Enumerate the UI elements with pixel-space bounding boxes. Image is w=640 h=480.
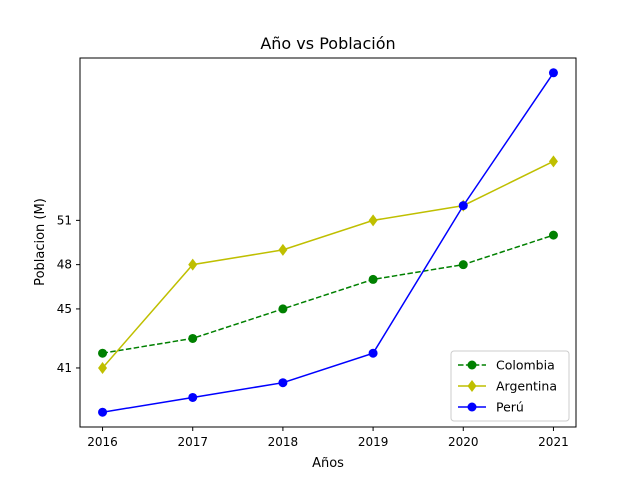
legend-marker-peru	[467, 402, 477, 412]
data-point-argentina	[98, 361, 108, 374]
data-point-colombia	[368, 274, 378, 284]
data-point-peru	[458, 201, 468, 211]
x-tick-label: 2018	[268, 435, 299, 449]
data-point-colombia	[278, 304, 288, 314]
data-point-colombia	[98, 348, 108, 358]
y-axis-ticks: 41 45 48 51	[57, 213, 80, 375]
legend: Colombia Argentina Perú	[450, 350, 570, 422]
series-line-argentina	[101, 160, 554, 369]
data-point-colombia	[188, 333, 198, 343]
data-point-argentina	[188, 258, 198, 271]
data-point-peru	[98, 407, 108, 417]
series-line-peru	[102, 72, 555, 413]
x-axis-ticks: 2016 2017 2018 2019 2020 2021	[87, 427, 569, 449]
plot-frame	[79, 57, 577, 428]
legend-marker-colombia	[467, 360, 477, 370]
x-tick-label: 2020	[448, 435, 479, 449]
data-point-peru	[188, 392, 198, 402]
data-point-colombia	[458, 260, 468, 270]
data-point-argentina	[278, 243, 288, 256]
legend-marker-argentina	[467, 380, 477, 392]
y-tick-label: 48	[57, 258, 72, 272]
series-peru	[98, 68, 558, 417]
data-point-peru	[368, 348, 378, 358]
data-point-argentina	[368, 214, 378, 227]
legend-label-colombia: Colombia	[496, 358, 555, 373]
y-tick-label: 45	[57, 302, 72, 316]
legend-box	[450, 350, 570, 422]
legend-label-peru: Perú	[496, 400, 524, 415]
legend-label-argentina: Argentina	[496, 379, 557, 394]
x-tick-label: 2021	[538, 435, 569, 449]
x-tick-label: 2019	[358, 435, 389, 449]
x-axis-label: Años	[312, 456, 344, 471]
y-tick-label: 51	[57, 213, 72, 227]
series-line-colombia	[102, 234, 554, 354]
y-tick-label: 41	[57, 361, 72, 375]
data-point-peru	[548, 68, 558, 78]
data-point-argentina	[548, 155, 558, 168]
data-point-colombia	[548, 230, 558, 240]
series-layer	[98, 68, 558, 417]
x-tick-label: 2016	[87, 435, 118, 449]
x-tick-label: 2017	[177, 435, 208, 449]
chart-title: Año vs Población	[260, 34, 395, 53]
data-point-peru	[278, 378, 288, 388]
y-axis-label: Poblacion (M)	[33, 198, 48, 286]
series-colombia	[98, 230, 558, 358]
